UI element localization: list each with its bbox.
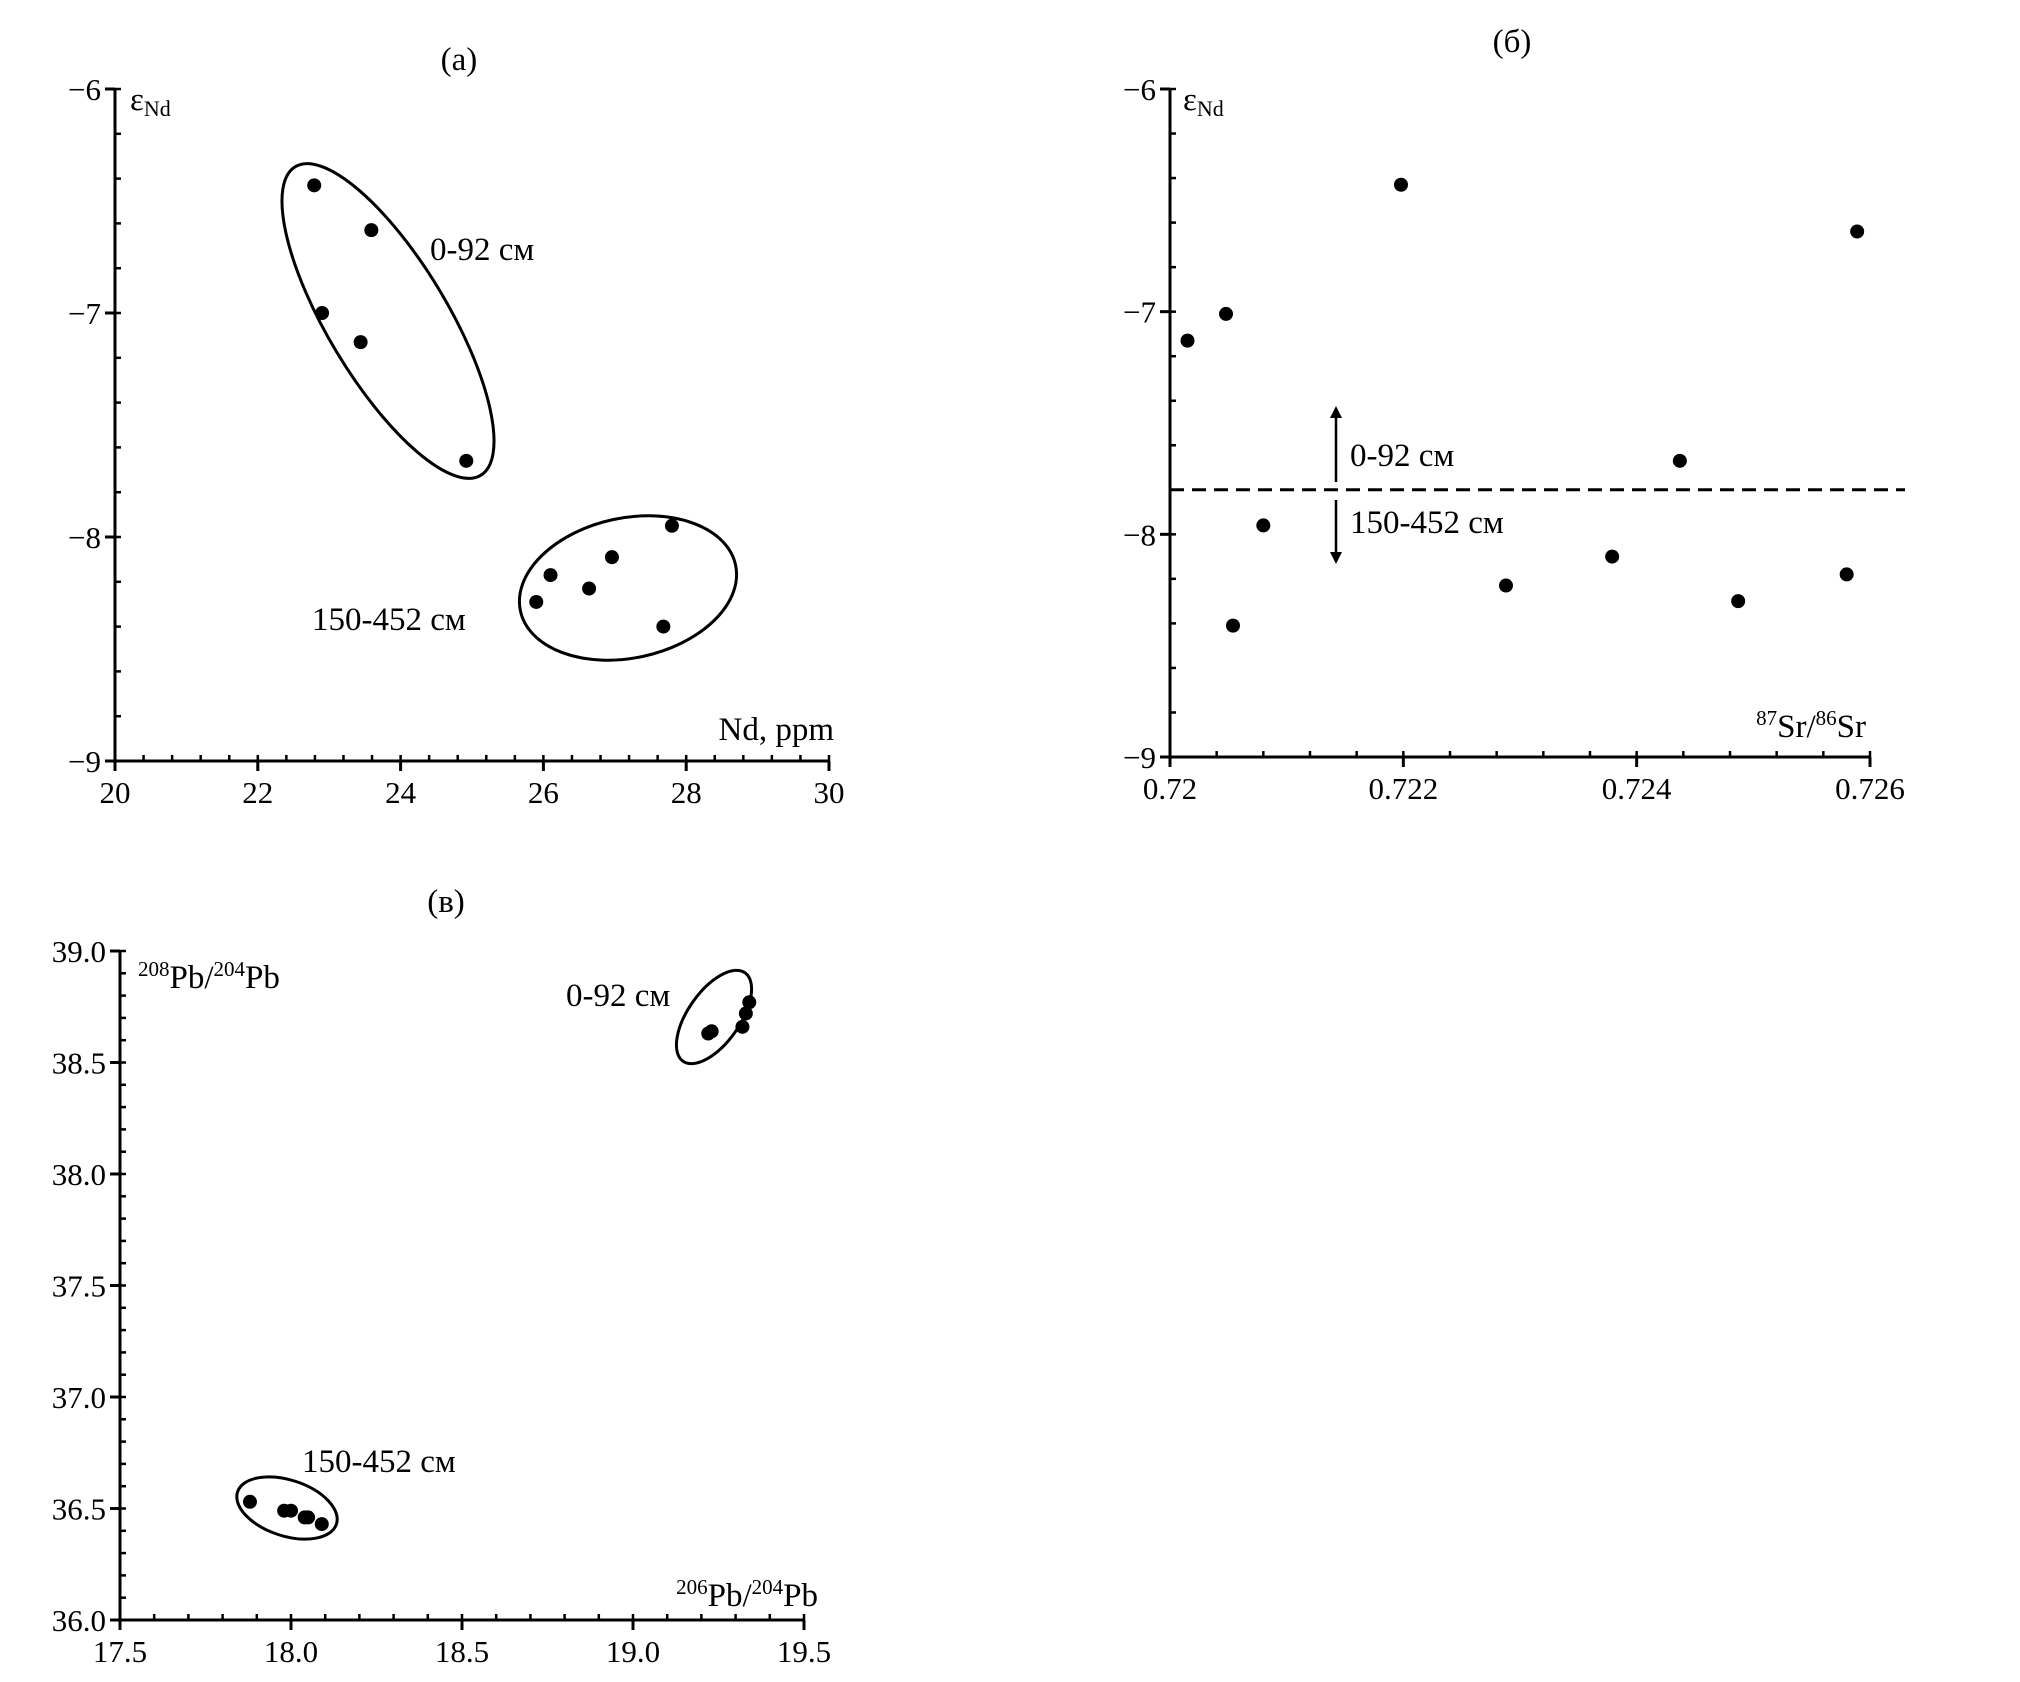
panel-b: (б) εNd 87Sr/86Sr 0-92 см 150-452 см 0.7…: [1123, 24, 1905, 806]
x-tick-label: 0.726: [1835, 771, 1905, 806]
x-tick-label: 0.72: [1143, 771, 1197, 806]
x-tick-label: 0.722: [1368, 771, 1438, 806]
data-point: [1394, 177, 1408, 192]
y-tick-label: −9: [68, 744, 101, 779]
group-ellipse: [517, 514, 739, 662]
y-tick-label: −7: [68, 296, 101, 331]
x-tick-label: 18.5: [435, 1634, 489, 1669]
group-ellipse: [280, 162, 496, 480]
group-ellipse: [235, 1475, 339, 1541]
data-point: [1850, 224, 1865, 239]
y-tick-label: −6: [1123, 72, 1156, 107]
panel-c: (в) 208Pb/204Pb 206Pb/204Pb 0-92 см 150-…: [52, 884, 831, 1669]
point-lower-group: [604, 550, 619, 565]
x-tick-label: 26: [528, 775, 559, 810]
panel-b-label-lower-group: 150-452 см: [1350, 505, 1504, 541]
x-tick-label: 18.0: [264, 1634, 318, 1669]
data-points: [242, 995, 757, 1532]
panel-c-title: (в): [427, 884, 465, 920]
panel-b-xlabel: 87Sr/86Sr: [1756, 706, 1866, 745]
y-tick-label: 37.0: [52, 1380, 106, 1415]
x-tick-label: 22: [242, 775, 273, 810]
data-point: [1499, 578, 1513, 593]
panel-a-xlabel: Nd, ppm: [719, 712, 835, 748]
point-lower-group: [529, 594, 544, 609]
group-ellipse: [674, 968, 754, 1066]
x-tick-label: 20: [100, 775, 131, 810]
panel-c-label-lower-group: 150-452 см: [302, 1444, 456, 1480]
point-upper-group: [704, 1024, 719, 1039]
data-point: [1180, 333, 1195, 348]
point-lower-group: [664, 518, 679, 533]
y-tick-label: 37.5: [52, 1269, 106, 1304]
panel-a-label-upper-group: 0-92 см: [430, 232, 534, 268]
panel-a-ylabel: εNd: [130, 82, 171, 121]
arrow-up-icon: [1330, 406, 1342, 482]
y-tick-label: 36.5: [52, 1492, 106, 1527]
x-tick-label: 24: [385, 775, 417, 810]
y-tick-label: −7: [1123, 295, 1156, 330]
point-lower-group: [314, 1517, 329, 1532]
point-lower-group: [301, 1510, 316, 1525]
point-upper-group: [307, 178, 322, 193]
x-tick-label: 0.724: [1602, 771, 1672, 806]
arrow-down-icon: [1330, 500, 1342, 564]
data-points: [1180, 177, 1865, 633]
point-upper-group: [735, 1019, 750, 1034]
panel-b-ylabel: εNd: [1183, 82, 1224, 121]
point-upper-group: [353, 335, 368, 350]
panel-a-label-lower-group: 150-452 см: [312, 602, 466, 638]
data-point: [1605, 549, 1620, 564]
panel-c-label-upper-group: 0-92 см: [566, 978, 670, 1014]
data-point: [1672, 453, 1687, 468]
y-tick-label: −8: [68, 520, 101, 555]
data-point: [1219, 306, 1233, 321]
point-upper-group: [364, 223, 379, 238]
y-tick-label: 36.0: [52, 1603, 106, 1638]
y-tick-label: 38.0: [52, 1157, 106, 1192]
panel-b-title: (б): [1493, 24, 1532, 60]
y-tick-label: −8: [1123, 517, 1156, 552]
data-point: [1731, 594, 1746, 609]
x-tick-label: 30: [814, 775, 845, 810]
x-tick-label: 28: [671, 775, 702, 810]
axes: 17.5 18.0 18.5 19.0 19.5 39.0 38.5 38.0 37.5 37.0…: [52, 934, 831, 1669]
point-lower-group: [656, 619, 671, 634]
x-tick-label: 17.5: [93, 1634, 147, 1669]
x-tick-label: 19.5: [777, 1634, 831, 1669]
point-lower-group: [582, 581, 597, 596]
panel-a-title: (а): [441, 42, 478, 78]
y-tick-label: −9: [1123, 740, 1156, 775]
panel-c-xlabel: 206Pb/204Pb: [676, 1575, 818, 1614]
data-point: [1226, 618, 1240, 633]
data-points: [307, 178, 679, 634]
axes: 20 22 24 26 28 30 −6 −7 −8 −9: [68, 72, 844, 810]
y-tick-label: −6: [68, 72, 101, 107]
point-lower-group: [242, 1494, 257, 1509]
panel-b-label-upper-group: 0-92 см: [1350, 438, 1454, 474]
panel-a: (а) εNd Nd, ppm 0-92 см 150-452 см 20 22 2…: [68, 42, 844, 810]
point-lower-group: [284, 1503, 298, 1518]
data-point: [1839, 567, 1854, 582]
axes: 0.72 0.722 0.724 0.726 −6 −7 −8 −9: [1123, 72, 1905, 806]
x-tick-label: 19.0: [606, 1634, 660, 1669]
y-tick-label: 38.5: [52, 1046, 106, 1081]
panel-c-ylabel: 208Pb/204Pb: [138, 957, 280, 996]
point-lower-group: [543, 568, 558, 583]
point-upper-group: [459, 453, 474, 468]
data-point: [1256, 518, 1271, 533]
y-tick-label: 39.0: [52, 934, 106, 969]
